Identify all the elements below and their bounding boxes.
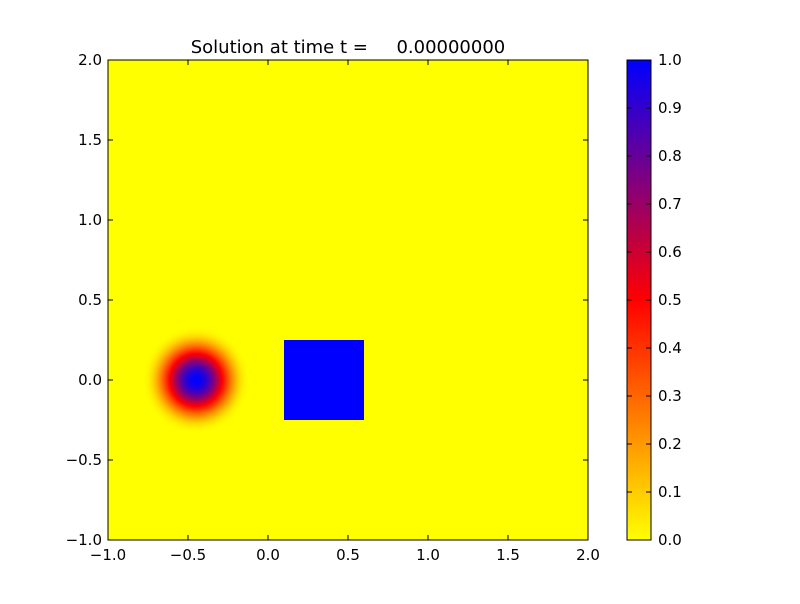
colorbar-tick-label: 0.7 xyxy=(658,195,682,213)
colorbar-tick-label: 0.4 xyxy=(658,339,682,357)
colorbar-tick-label: 0.5 xyxy=(658,291,682,309)
x-tick-label: −0.5 xyxy=(170,546,206,564)
y-tick-label: −1.0 xyxy=(66,531,102,549)
y-tick-label: 0.0 xyxy=(78,371,102,389)
colorbar-tick-label: 0.8 xyxy=(658,147,682,165)
x-tick-label: 0.5 xyxy=(336,546,360,564)
colorbar-tick-label: 0.1 xyxy=(658,483,682,501)
chart-title: Solution at time t = 0.00000000 xyxy=(191,37,506,58)
y-tick-label: 1.0 xyxy=(78,211,102,229)
heatmap-field xyxy=(108,60,588,540)
colorbar-tick-label: 0.0 xyxy=(658,531,682,549)
plot-area xyxy=(107,59,589,541)
y-tick-label: −0.5 xyxy=(66,451,102,469)
x-tick-label: 1.5 xyxy=(496,546,520,564)
heatmap-background xyxy=(108,60,588,540)
colorbar-tick-label: 0.2 xyxy=(658,435,682,453)
y-tick-label: 1.5 xyxy=(78,131,102,149)
x-axis: −1.0 −0.5 0.0 0.5 1.0 1.5 2.0 xyxy=(90,60,600,564)
colorbar-tick-label: 0.9 xyxy=(658,99,682,117)
colorbar-tick-label: 0.6 xyxy=(658,243,682,261)
colorbar-tick-label: 1.0 xyxy=(658,51,682,69)
square-pulse-shape xyxy=(284,340,364,420)
y-tick-label: 0.5 xyxy=(78,291,102,309)
colorbar-tick-label: 0.3 xyxy=(658,387,682,405)
y-axis: −1.0 −0.5 0.0 0.5 1.0 1.5 2.0 xyxy=(66,51,588,549)
x-tick-label: 2.0 xyxy=(576,546,600,564)
smooth-hump-shape xyxy=(143,327,249,433)
y-tick-label: 2.0 xyxy=(78,51,102,69)
x-tick-label: −1.0 xyxy=(90,546,126,564)
colorbar: 0.0 0.1 0.2 0.3 0.4 0.5 0.6 0.7 0.8 0.9 1.0 xyxy=(626,51,682,549)
x-tick-label: 1.0 xyxy=(416,546,440,564)
x-tick-label: 0.0 xyxy=(256,546,280,564)
